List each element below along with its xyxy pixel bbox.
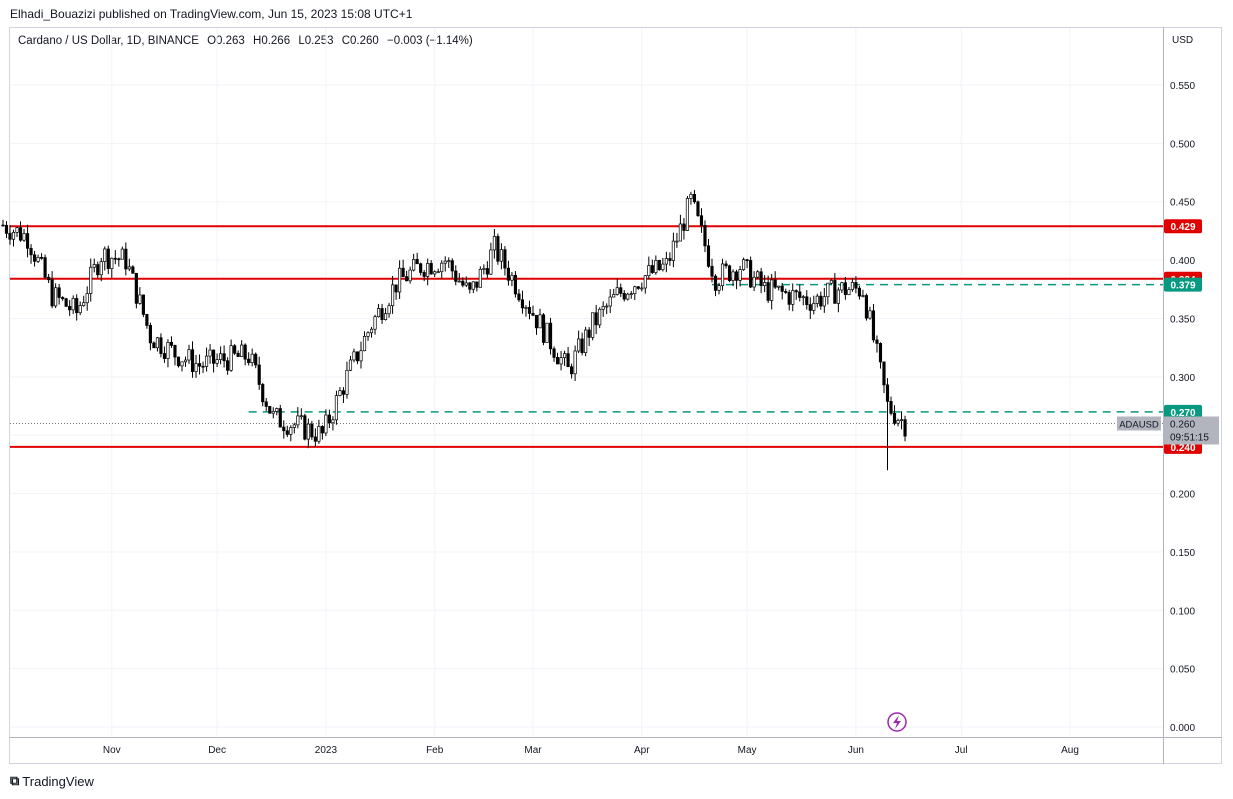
ohlc-open: O0.263 [207, 35, 245, 47]
publish-info: Elhadi_Bouazizi published on TradingView… [10, 7, 413, 21]
ohlc-change: −0.003 (−1.14%) [387, 35, 473, 47]
symbol-name[interactable]: Cardano / US Dollar, 1D, BINANCE [18, 35, 199, 47]
footer-brand[interactable]: ⧉ TradingView [10, 773, 94, 789]
tradingview-logo-icon: ⧉ [10, 773, 19, 788]
candle-body [4, 224, 9, 234]
price-axis-separator [1163, 27, 1164, 764]
brand-name: TradingView [22, 773, 94, 789]
ohlc-close: C0.260 [341, 35, 379, 47]
ohlc-low: L0.253 [298, 35, 334, 47]
time-axis-separator [9, 737, 1222, 738]
candle-body [1, 224, 5, 227]
chart-frame [9, 27, 1222, 764]
ohlc-high: H0.266 [253, 35, 291, 47]
chart-legend: Cardano / US Dollar, 1D, BINANCE O0.263 … [18, 35, 473, 47]
